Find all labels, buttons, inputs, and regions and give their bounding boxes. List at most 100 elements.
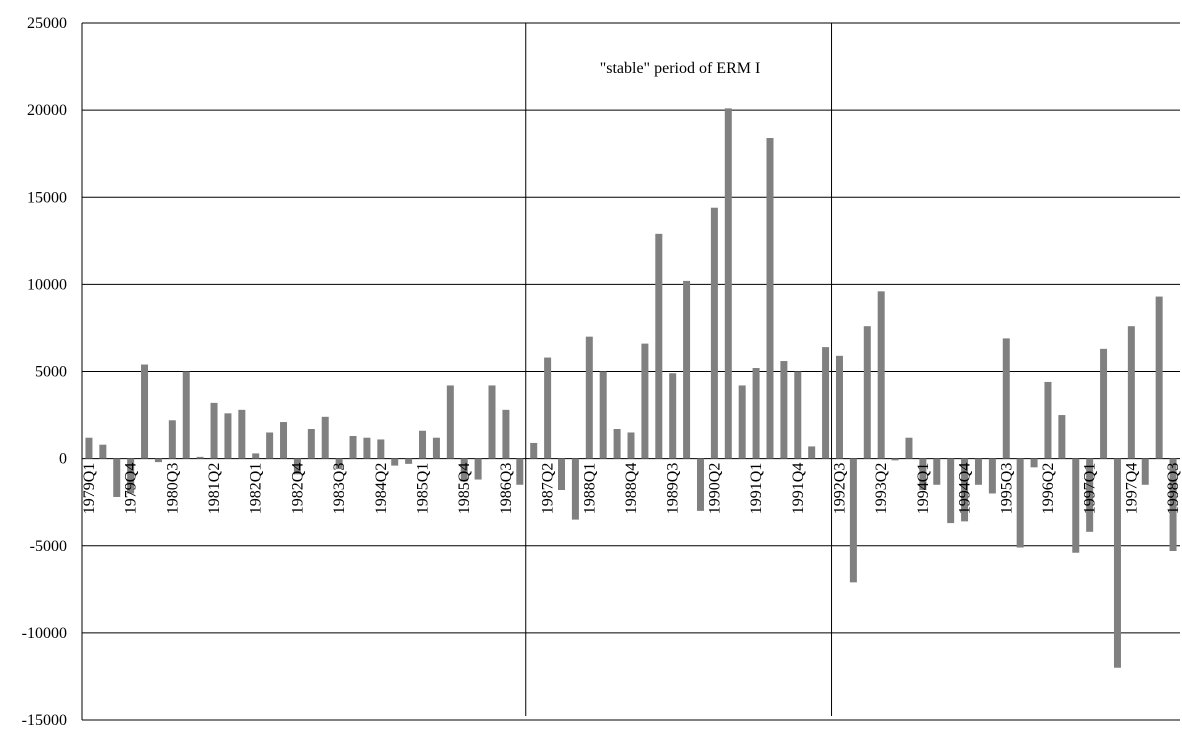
bar-1984Q2 [377,439,385,459]
bar-1979Q3 [113,458,121,497]
bar-1993Q3 [891,458,899,461]
bar-1979Q4 [127,458,135,494]
x-tick-label: 1983Q3 [331,463,348,515]
x-tick-label: 1990Q2 [706,463,723,515]
bar-1980Q4 [182,371,190,459]
x-tick-label: 1981Q2 [206,463,223,515]
x-tick-label: 1994Q4 [957,463,974,515]
x-tick-label: 1979Q1 [81,463,98,515]
y-tick-label: -5000 [30,538,67,555]
bar-1998Q1 [1141,458,1149,485]
y-tick-label: 10000 [27,276,67,293]
bar-1992Q2 [822,347,830,459]
bar-1994Q1 [919,458,927,490]
x-tick-label: 1989Q3 [665,463,682,515]
x-tick-label: 1993Q2 [873,463,890,515]
bar-1986Q4 [516,458,524,485]
bar-1989Q3 [669,373,677,459]
bar-1985Q3 [446,385,454,459]
x-tick-label: 1986Q3 [498,463,515,515]
x-tick-label: 1991Q1 [748,463,765,515]
x-tick-label: 1987Q2 [540,463,557,515]
bar-1981Q1 [196,456,204,459]
bar-1985Q1 [419,430,427,459]
y-tick-label: -15000 [22,712,67,729]
bar-1992Q1 [808,446,816,459]
bar-1983Q4 [349,435,357,459]
y-tick-label: 25000 [27,15,67,32]
x-tick-label: 1979Q4 [123,463,140,515]
bar-1982Q1 [252,453,260,459]
bar-1995Q3 [1002,338,1010,459]
bar-1995Q1 [974,458,982,485]
bar-1996Q1 [1030,458,1038,468]
bar-1981Q2 [210,402,218,459]
bar-1997Q3 [1113,458,1121,668]
bar-1981Q4 [238,409,246,459]
bar-1997Q2 [1100,348,1108,459]
bar-1994Q2 [933,458,941,485]
bar-1991Q3 [780,361,788,459]
bar-1987Q2 [544,357,552,459]
bars [85,108,1177,668]
y-tick-label: 0 [59,451,67,468]
bar-1984Q4 [405,458,413,464]
bar-1985Q4 [460,458,468,482]
bar-1980Q2 [154,458,162,463]
bar-1991Q2 [766,138,774,459]
bar-1990Q3 [724,108,732,459]
bar-1988Q3 [613,429,621,459]
x-tick-label: 1980Q3 [164,463,181,515]
bar-1996Q2 [1044,381,1052,459]
chart-annotation: "stable" period of ERM I [600,60,761,77]
bar-1981Q3 [224,413,232,459]
bar-1996Q4 [1072,458,1080,553]
bar-1989Q1 [641,343,649,459]
y-tick-label: -10000 [22,625,67,642]
bar-1993Q1 [863,326,871,459]
bar-1991Q4 [794,371,802,459]
x-tick-label: 1997Q4 [1123,463,1140,515]
bar-1987Q3 [558,458,566,490]
bar-1992Q3 [835,355,843,459]
bar-1983Q2 [321,416,329,459]
bar-1988Q1 [585,336,593,459]
bar-1985Q2 [432,437,440,459]
bar-1993Q4 [905,437,913,459]
bar-1993Q2 [877,291,885,459]
y-tick-label: 5000 [35,364,67,381]
bar-1990Q1 [696,458,704,511]
x-tick-label: 1988Q1 [581,463,598,515]
x-tick-label: 1985Q1 [415,463,432,515]
bar-1994Q4 [961,458,969,522]
bar-1994Q3 [947,458,955,524]
bar-1979Q2 [99,444,107,459]
x-tick-label: 1984Q2 [373,463,390,515]
x-tick-label: 1985Q4 [456,463,473,515]
bar-1984Q1 [363,437,371,459]
bar-1998Q2 [1155,296,1163,459]
x-tick-label: 1988Q4 [623,463,640,515]
x-tick-labels: 1979Q1 1979Q4 1980Q3 1981Q2 1982Q1 1982Q4 1983… [81,463,1182,515]
bar-1982Q3 [280,422,288,459]
x-tick-label: 1982Q4 [289,463,306,515]
x-tick-label: 1996Q2 [1040,463,1057,515]
bar-1986Q2 [488,385,496,459]
x-tick-label: 1991Q4 [790,463,807,515]
x-tick-label: 1994Q1 [915,463,932,515]
bar-1991Q1 [752,368,760,459]
x-tick-label: 1982Q1 [248,463,265,515]
bar-1997Q1 [1086,458,1094,532]
bar-1997Q4 [1127,326,1135,459]
y-tick-label: 20000 [27,102,67,119]
bar-1989Q2 [655,233,663,459]
y-tick-label: 15000 [27,189,67,206]
axes [81,23,833,720]
bar-1980Q1 [141,364,149,459]
bar-1989Q4 [683,280,691,459]
bar-1980Q3 [168,420,176,459]
bar-1995Q4 [1016,458,1024,548]
x-tick-label: 1998Q3 [1165,463,1182,515]
bar-1986Q1 [474,458,482,480]
